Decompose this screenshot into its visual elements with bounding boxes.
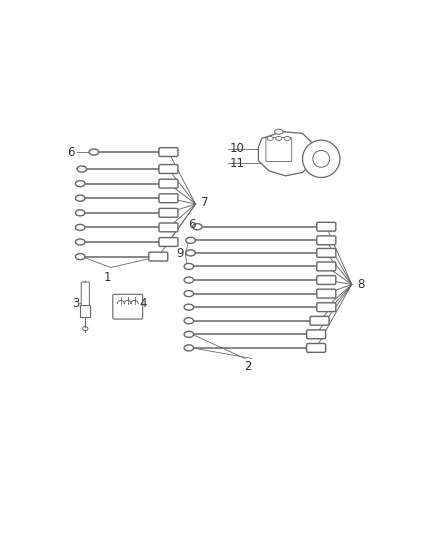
FancyBboxPatch shape: [317, 276, 336, 285]
FancyBboxPatch shape: [159, 238, 178, 246]
Ellipse shape: [75, 195, 85, 201]
Text: 6: 6: [188, 218, 196, 231]
FancyBboxPatch shape: [159, 165, 178, 173]
Text: 3: 3: [72, 296, 79, 310]
Text: 7: 7: [201, 197, 208, 209]
Circle shape: [303, 140, 340, 177]
Ellipse shape: [83, 327, 88, 330]
Ellipse shape: [75, 181, 85, 187]
FancyBboxPatch shape: [307, 343, 325, 352]
FancyBboxPatch shape: [149, 252, 168, 261]
Ellipse shape: [89, 149, 99, 155]
Ellipse shape: [284, 136, 290, 141]
Circle shape: [313, 150, 330, 167]
FancyBboxPatch shape: [317, 236, 336, 245]
Ellipse shape: [184, 318, 194, 324]
Ellipse shape: [186, 237, 195, 244]
Text: 8: 8: [357, 278, 364, 291]
FancyBboxPatch shape: [317, 222, 336, 231]
Ellipse shape: [77, 166, 87, 172]
Ellipse shape: [75, 210, 85, 216]
Ellipse shape: [184, 332, 194, 337]
Text: 4: 4: [140, 296, 147, 310]
FancyBboxPatch shape: [266, 138, 292, 161]
FancyBboxPatch shape: [310, 317, 329, 325]
Ellipse shape: [184, 345, 194, 351]
FancyBboxPatch shape: [159, 148, 178, 157]
Ellipse shape: [184, 277, 194, 283]
FancyBboxPatch shape: [317, 262, 336, 271]
PathPatch shape: [258, 132, 314, 176]
Ellipse shape: [275, 129, 283, 134]
Ellipse shape: [75, 224, 85, 230]
Ellipse shape: [184, 290, 194, 297]
Ellipse shape: [193, 224, 202, 230]
Text: 10: 10: [230, 142, 244, 155]
Text: 1: 1: [104, 271, 111, 284]
PathPatch shape: [80, 305, 90, 317]
FancyBboxPatch shape: [317, 289, 336, 298]
FancyBboxPatch shape: [159, 208, 178, 217]
FancyBboxPatch shape: [159, 223, 178, 232]
Ellipse shape: [75, 254, 85, 260]
Text: 6: 6: [67, 146, 75, 158]
Ellipse shape: [267, 136, 273, 141]
Ellipse shape: [184, 304, 194, 310]
FancyBboxPatch shape: [307, 330, 325, 339]
Text: 2: 2: [244, 360, 252, 373]
Text: 11: 11: [230, 157, 244, 169]
Ellipse shape: [186, 250, 195, 256]
Ellipse shape: [75, 239, 85, 245]
FancyBboxPatch shape: [159, 179, 178, 188]
Ellipse shape: [276, 136, 282, 141]
FancyBboxPatch shape: [317, 248, 336, 257]
Text: 9: 9: [176, 247, 184, 261]
FancyBboxPatch shape: [113, 294, 143, 319]
FancyBboxPatch shape: [317, 303, 336, 312]
FancyBboxPatch shape: [81, 282, 89, 305]
Ellipse shape: [184, 263, 194, 270]
FancyBboxPatch shape: [159, 194, 178, 203]
